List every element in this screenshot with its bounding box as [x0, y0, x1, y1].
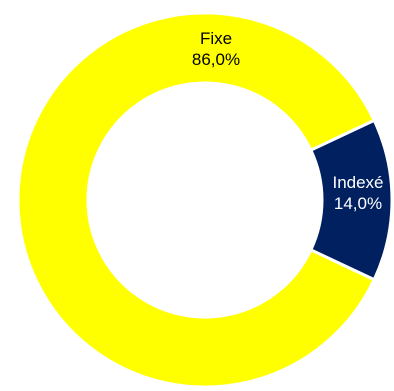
slices-group — [16, 11, 394, 389]
slice-indexe — [309, 118, 394, 282]
slice-percent-label: 14,0% — [334, 194, 382, 213]
slice-label-1: Indexé 14,0% — [332, 173, 383, 213]
labels-group: Fixe 86,0% Indexé 14,0% — [192, 29, 384, 213]
slice-label-0: Fixe 86,0% — [192, 29, 240, 69]
slice-category-label: Indexé — [332, 173, 383, 192]
slice-fixe — [16, 11, 376, 389]
slice-category-label: Fixe — [200, 29, 232, 48]
slice-percent-label: 86,0% — [192, 50, 240, 69]
